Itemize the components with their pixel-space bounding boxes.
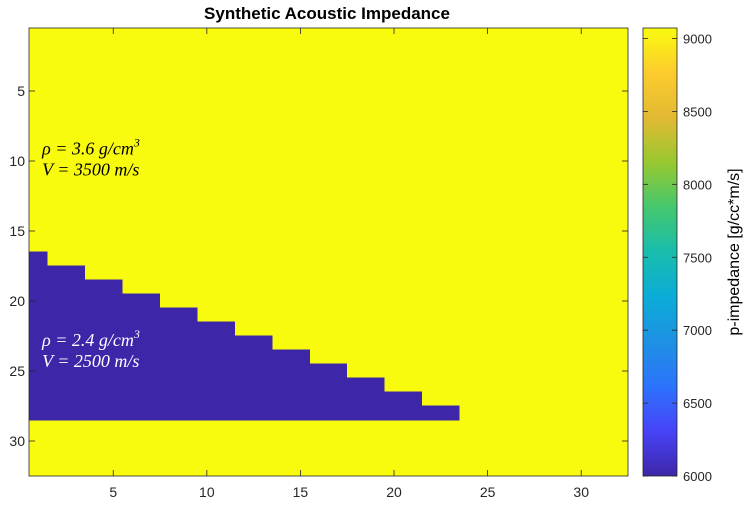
annotation-velocity: V = 3500 m/s bbox=[42, 159, 139, 179]
chart-title: Synthetic Acoustic Impedance bbox=[204, 4, 450, 23]
wedge-row bbox=[29, 335, 273, 351]
colorbar-tick-label: 6000 bbox=[683, 469, 712, 484]
y-tick-label: 15 bbox=[9, 223, 25, 239]
colorbar: 6000 6500 7000 7500 8000 8500 9000 p-impedance … bbox=[642, 27, 743, 484]
y-tick-label: 10 bbox=[9, 153, 25, 169]
wedge-row bbox=[29, 363, 348, 379]
heatmap-plot bbox=[28, 27, 629, 477]
wedge-row bbox=[29, 279, 123, 295]
colorbar-tick-label: 9000 bbox=[683, 32, 712, 47]
wedge-row bbox=[29, 349, 310, 365]
colorbar-tick-label: 8500 bbox=[683, 104, 712, 119]
wedge-row bbox=[29, 251, 48, 267]
colorbar-tick-label: 8000 bbox=[683, 177, 712, 192]
annotation-density: ρ = 2.4 g/cm3 bbox=[41, 327, 140, 350]
x-tick-label: 5 bbox=[109, 484, 117, 500]
wedge-row bbox=[29, 293, 161, 309]
colorbar-frame bbox=[642, 27, 678, 477]
wedge-row bbox=[29, 391, 423, 407]
y-axis: 5 10 15 20 25 30 bbox=[9, 83, 628, 449]
x-tick-label: 15 bbox=[293, 484, 309, 500]
colorbar-tick-label: 6500 bbox=[683, 396, 712, 411]
annotation-velocity: V = 2500 m/s bbox=[42, 351, 139, 371]
wedge-row bbox=[29, 377, 385, 393]
wedge-row bbox=[29, 321, 235, 337]
annotation-density: ρ = 3.6 g/cm3 bbox=[41, 135, 140, 158]
y-tick-label: 30 bbox=[9, 433, 25, 449]
colorbar-tick-label: 7500 bbox=[683, 250, 712, 265]
x-tick-label: 10 bbox=[199, 484, 215, 500]
x-tick-label: 30 bbox=[573, 484, 589, 500]
wedge-row bbox=[29, 405, 460, 421]
y-tick-label: 5 bbox=[17, 83, 25, 99]
colorbar-gradient bbox=[643, 28, 677, 476]
plot-frame bbox=[28, 27, 629, 477]
low-impedance-wedge bbox=[29, 251, 460, 421]
y-tick-label: 25 bbox=[9, 363, 25, 379]
x-tick-label: 25 bbox=[480, 484, 496, 500]
colorbar-tick-label: 7000 bbox=[683, 323, 712, 338]
wedge-row bbox=[29, 265, 86, 281]
x-tick-label: 20 bbox=[386, 484, 402, 500]
wedge-row bbox=[29, 307, 198, 323]
x-axis: 5 10 15 20 25 30 bbox=[109, 28, 589, 500]
y-tick-label: 20 bbox=[9, 293, 25, 309]
colorbar-label: p-impedance [g/cc*m/s] bbox=[726, 168, 743, 335]
